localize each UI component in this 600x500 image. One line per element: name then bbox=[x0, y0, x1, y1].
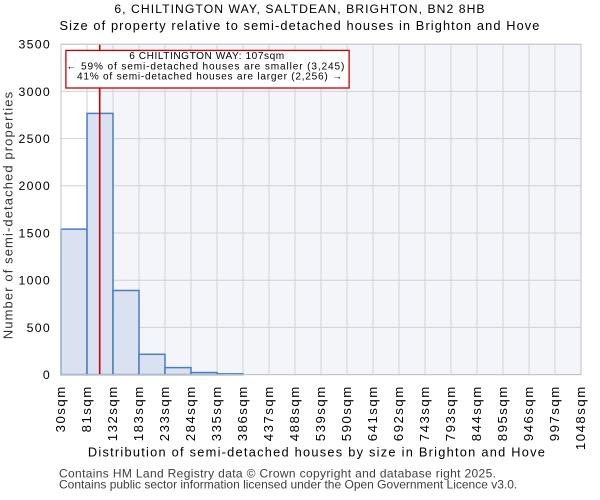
svg-text:Size of property relative to s: Size of property relative to semi-detach… bbox=[59, 18, 540, 33]
svg-text:0: 0 bbox=[43, 368, 51, 382]
svg-text:81sqm: 81sqm bbox=[79, 385, 94, 432]
svg-text:946sqm: 946sqm bbox=[521, 385, 536, 441]
svg-text:6 CHILTINGTON WAY: 107sqm: 6 CHILTINGTON WAY: 107sqm bbox=[129, 51, 285, 62]
svg-text:← 59% of semi-detached houses: ← 59% of semi-detached houses are smalle… bbox=[66, 61, 345, 72]
svg-text:Distribution of semi-detached: Distribution of semi-detached houses by … bbox=[88, 444, 546, 459]
svg-text:895sqm: 895sqm bbox=[495, 385, 510, 441]
svg-text:793sqm: 793sqm bbox=[443, 385, 458, 441]
svg-text:284sqm: 284sqm bbox=[183, 385, 198, 441]
svg-text:1500: 1500 bbox=[18, 226, 51, 240]
svg-text:183sqm: 183sqm bbox=[131, 385, 146, 441]
svg-text:41% of semi-detached houses ar: 41% of semi-detached houses are larger (… bbox=[77, 71, 343, 82]
svg-text:Number of semi-detached proper: Number of semi-detached properties bbox=[1, 91, 16, 339]
svg-text:997sqm: 997sqm bbox=[547, 385, 562, 441]
svg-text:539sqm: 539sqm bbox=[313, 385, 328, 441]
svg-text:590sqm: 590sqm bbox=[339, 385, 354, 441]
svg-text:2000: 2000 bbox=[18, 179, 51, 193]
svg-text:386sqm: 386sqm bbox=[235, 385, 250, 441]
svg-text:743sqm: 743sqm bbox=[417, 385, 432, 441]
svg-text:233sqm: 233sqm bbox=[157, 385, 172, 441]
svg-text:132sqm: 132sqm bbox=[105, 385, 120, 441]
svg-text:335sqm: 335sqm bbox=[209, 385, 224, 441]
svg-text:3000: 3000 bbox=[18, 85, 51, 99]
svg-text:Contains HM Land Registry data: Contains HM Land Registry data © Crown c… bbox=[59, 467, 496, 481]
svg-text:500: 500 bbox=[27, 321, 51, 335]
svg-text:30sqm: 30sqm bbox=[53, 385, 68, 432]
svg-text:437sqm: 437sqm bbox=[261, 385, 276, 441]
svg-text:641sqm: 641sqm bbox=[365, 385, 380, 441]
svg-text:Contains public sector informa: Contains public sector information licen… bbox=[59, 478, 517, 492]
svg-text:844sqm: 844sqm bbox=[469, 385, 484, 441]
svg-text:1000: 1000 bbox=[18, 274, 51, 288]
svg-text:692sqm: 692sqm bbox=[391, 385, 406, 441]
svg-text:2500: 2500 bbox=[18, 132, 51, 146]
svg-text:488sqm: 488sqm bbox=[287, 385, 302, 441]
svg-text:1048sqm: 1048sqm bbox=[573, 385, 588, 450]
svg-text:3500: 3500 bbox=[18, 38, 51, 52]
svg-text:6, CHILTINGTON WAY, SALTDEAN,: 6, CHILTINGTON WAY, SALTDEAN, BRIGHTON, … bbox=[114, 2, 485, 16]
